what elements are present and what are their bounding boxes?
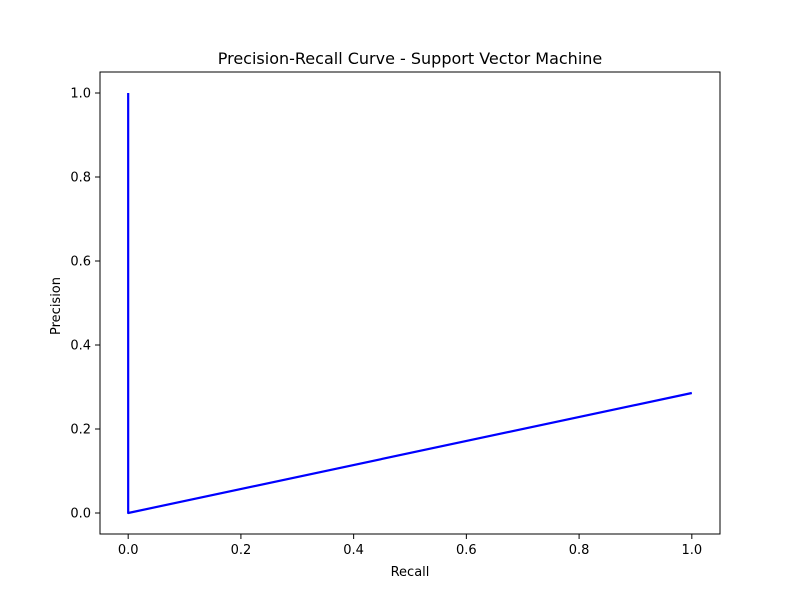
y-tick-label: 0.4 <box>70 339 91 354</box>
x-tick-label: 0.6 <box>456 543 477 558</box>
y-axis: 0.0 0.2 0.4 0.6 0.8 1.0 <box>70 87 100 522</box>
series-layer <box>127 93 693 515</box>
y-tick-label: 0.8 <box>70 171 91 186</box>
y-tick-label: 1.0 <box>70 87 91 102</box>
y-tick-label: 0.2 <box>70 423 91 438</box>
x-tick-label: 1.0 <box>681 543 702 558</box>
plot-area <box>99 71 721 535</box>
x-axis: 0.0 0.2 0.4 0.6 0.8 1.0 <box>118 534 702 558</box>
chart-title: Precision-Recall Curve - Support Vector … <box>218 49 603 68</box>
x-tick-label: 0.2 <box>231 543 252 558</box>
plot-frame <box>99 71 721 535</box>
y-axis-title: Precision <box>49 277 64 335</box>
x-tick-label: 0.0 <box>118 543 139 558</box>
x-tick-label: 0.8 <box>569 543 590 558</box>
plot-background <box>100 72 720 534</box>
x-axis-title: Recall <box>391 565 430 580</box>
y-tick-label: 0.0 <box>70 507 91 522</box>
x-tick-label: 0.4 <box>343 543 364 558</box>
y-tick-label: 0.6 <box>70 255 91 270</box>
series-line-0 <box>127 93 693 515</box>
